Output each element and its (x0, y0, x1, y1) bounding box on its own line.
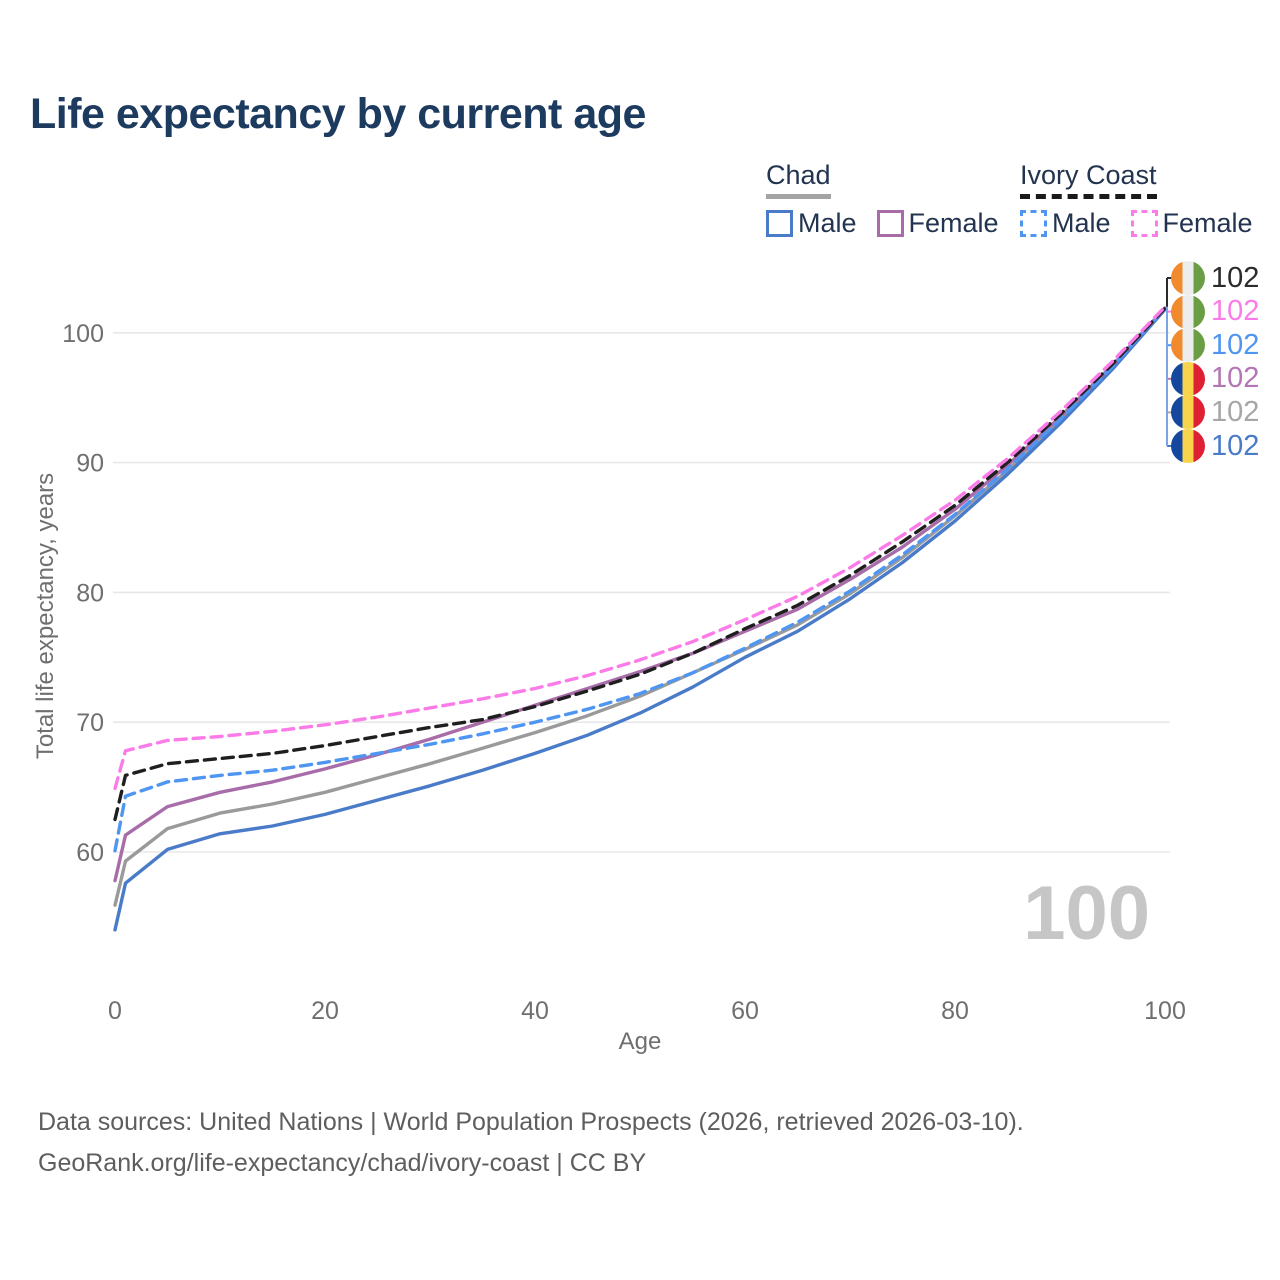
end-label-row: 102 (1171, 261, 1259, 295)
series-line-chad_female (113, 306, 1167, 883)
legend-item-ivory-coast-female[interactable]: Female (1130, 208, 1253, 239)
end-label-row: 102 (1171, 294, 1260, 329)
page-title: Life expectancy by current age (30, 90, 646, 138)
chad-flag-icon (1171, 395, 1205, 430)
x-tick-label: 100 (1144, 997, 1186, 1025)
chad-female-swatch-icon (876, 210, 904, 237)
end-label-row: 102 (1171, 328, 1260, 363)
x-tick-label: 0 (108, 997, 122, 1025)
chad-flag-icon (1171, 429, 1205, 463)
y-tick-label: 100 (62, 320, 104, 348)
legend-heading-chad: Chad (766, 160, 831, 199)
x-tick-label: 60 (731, 997, 759, 1025)
ivory-coast-flag-icon (1171, 294, 1205, 329)
legend-label-ivory-coast-female: Female (1162, 208, 1253, 238)
y-tick-label: 70 (76, 709, 104, 737)
legend-label-chad-male: Male (798, 208, 857, 238)
legend-item-chad-female[interactable]: Female (876, 208, 999, 239)
legend-item-ivory-coast-male[interactable]: Male (1020, 208, 1111, 239)
y-tick-label: 90 (76, 450, 104, 478)
series-line-ivory_coast_female (113, 305, 1167, 791)
source-line-1: Data sources: United Nations | World Pop… (38, 1108, 1024, 1136)
x-tick-label: 40 (521, 997, 549, 1025)
legend-group-chad: Chad Male Female (766, 160, 999, 239)
x-tick-label: 80 (941, 997, 969, 1025)
ivory-coast-male-swatch-icon (1020, 210, 1047, 237)
series-line-chad_male (113, 307, 1167, 932)
y-tick-label: 80 (76, 579, 104, 607)
end-label-row: 102 (1171, 429, 1259, 463)
end-label-value: 102 (1211, 261, 1260, 294)
ivory-coast-female-swatch-icon (1130, 210, 1158, 237)
ivory-coast-flag-icon (1171, 261, 1205, 295)
end-label-value: 102 (1211, 362, 1260, 395)
y-tick-label: 60 (76, 839, 104, 867)
chad-flag-icon (1171, 361, 1205, 396)
legend-label-ivory-coast-male: Male (1052, 208, 1111, 238)
series-line-ivory_coast_both (113, 306, 1167, 822)
legend-label-chad-female: Female (908, 208, 999, 238)
source-note: Data sources: United Nations | World Pop… (38, 1102, 1024, 1184)
y-axis-title: Total life expectancy, years (32, 472, 59, 760)
source-line-2: GeoRank.org/life-expectancy/chad/ivory-c… (38, 1149, 647, 1177)
end-label-row: 102 (1171, 395, 1260, 430)
series-line-ivory_coast_male (113, 306, 1167, 853)
end-label-value: 102 (1211, 395, 1260, 428)
x-tick-label: 20 (311, 997, 339, 1025)
legend-item-chad-male[interactable]: Male (766, 208, 857, 239)
legend-group-ivory-coast: Ivory Coast Male Female (1020, 160, 1253, 239)
end-label-value: 102 (1211, 295, 1260, 328)
end-label-row: 102 (1171, 361, 1260, 396)
legend-heading-ivory-coast: Ivory Coast (1020, 160, 1157, 199)
age-watermark: 100 (1023, 871, 1150, 956)
x-axis-title: Age (618, 1028, 662, 1055)
end-label-value: 102 (1211, 328, 1260, 361)
series-line-chad_both (113, 307, 1167, 907)
ivory-coast-flag-icon (1171, 328, 1205, 363)
end-label-value: 102 (1211, 429, 1260, 462)
chad-male-swatch-icon (766, 210, 793, 237)
